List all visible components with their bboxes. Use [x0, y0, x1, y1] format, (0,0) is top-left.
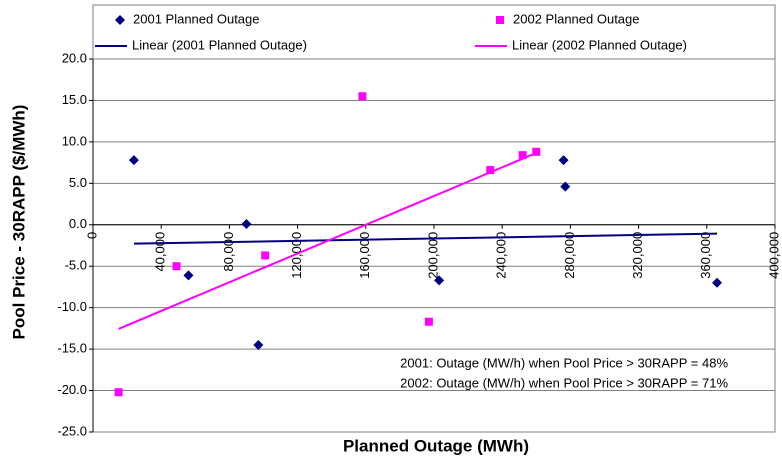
x-tick-label: 240,000	[494, 232, 509, 279]
point	[560, 181, 571, 192]
y-tick-label: 15.0	[62, 92, 87, 107]
point	[183, 270, 194, 281]
y-tick-label: 10.0	[62, 133, 87, 148]
legend-label: 2002 Planned Outage	[513, 11, 640, 26]
point	[712, 277, 723, 288]
legend-marker	[115, 15, 125, 25]
x-tick-label: 400,000	[766, 232, 781, 279]
x-tick-label: 280,000	[562, 232, 577, 279]
annotation: 2001: Outage (MW/h) when Pool Price > 30…	[400, 355, 728, 370]
legend-marker	[496, 16, 504, 24]
x-tick-label: 160,000	[357, 232, 372, 279]
x-tick-label: 120,000	[289, 232, 304, 279]
y-tick-label: -15.0	[57, 341, 87, 356]
point	[261, 251, 270, 260]
point	[486, 166, 495, 175]
point	[532, 147, 541, 156]
legend-label: Linear (2001 Planned Outage)	[132, 37, 307, 52]
y-tick-label: 20.0	[62, 50, 87, 65]
x-tick-label: 40,000	[153, 232, 168, 272]
x-tick-label: 360,000	[698, 232, 713, 279]
point	[424, 317, 433, 326]
x-tick-label: 320,000	[630, 232, 645, 279]
point	[172, 262, 181, 271]
y-tick-label: -25.0	[57, 423, 87, 438]
point	[358, 92, 367, 101]
x-tick-label: 0	[84, 232, 99, 239]
y-tick-label: -20.0	[57, 382, 87, 397]
trend-line	[118, 152, 537, 330]
x-tick-label: 200,000	[425, 232, 440, 279]
point	[253, 339, 264, 350]
legend-label: 2001 Planned Outage	[133, 11, 260, 26]
x-tick-label: 80,000	[221, 232, 236, 272]
plot-frame	[92, 4, 776, 433]
y-tick-label: 5.0	[69, 175, 87, 190]
point	[114, 388, 123, 397]
legend-label: Linear (2002 Planned Outage)	[512, 37, 687, 52]
point	[434, 275, 445, 286]
point	[518, 151, 527, 160]
point	[128, 155, 139, 166]
y-tick-label: -5.0	[65, 258, 87, 273]
trend-line	[133, 232, 718, 245]
point	[241, 218, 252, 229]
y-tick-label: 0.0	[69, 216, 87, 231]
x-axis-title: Planned Outage (MWh)	[343, 436, 529, 455]
annotation: 2002: Outage (MW/h) when Pool Price > 30…	[400, 375, 728, 390]
y-axis-title: Pool Price - 30RAPP ($/MWh)	[9, 105, 28, 340]
point	[558, 155, 569, 166]
y-tick-label: -10.0	[57, 299, 87, 314]
